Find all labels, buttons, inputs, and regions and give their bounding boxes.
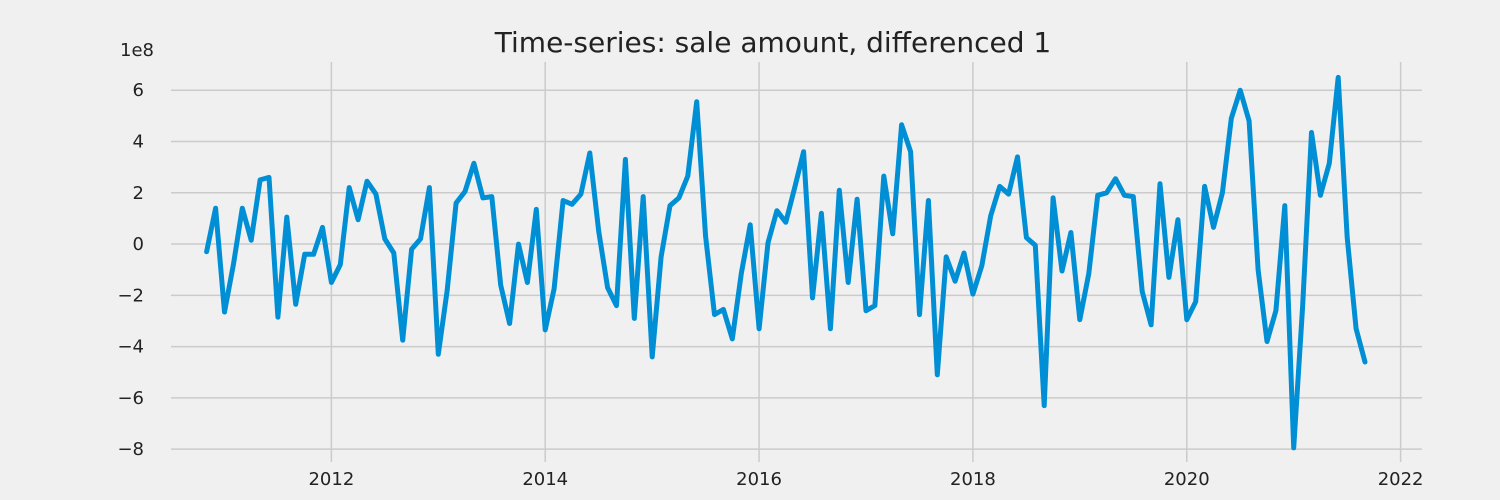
series-layer bbox=[204, 74, 1368, 451]
y-tick-label: 2 bbox=[133, 183, 144, 204]
x-tick-label: 2014 bbox=[522, 469, 568, 490]
chart-title: Time-series: sale amount, differenced 1 bbox=[494, 26, 1051, 59]
tick-labels: −8 −6 −4 −2 0 2 4 6 2012 2014 2016 2018 2020 2022 bbox=[117, 80, 1423, 490]
y-tick-label: −6 bbox=[117, 388, 144, 409]
y-scale-label: 1e8 bbox=[120, 40, 154, 61]
grid-layer bbox=[171, 62, 1422, 462]
x-tick-label: 2018 bbox=[950, 469, 996, 490]
y-tick-label: 4 bbox=[133, 131, 144, 152]
x-tick-label: 2012 bbox=[308, 469, 354, 490]
series-line bbox=[204, 74, 1368, 451]
x-tick-label: 2020 bbox=[1164, 469, 1210, 490]
y-tick-label: 0 bbox=[133, 234, 144, 255]
y-tick-label: 6 bbox=[133, 80, 144, 101]
x-tick-label: 2016 bbox=[736, 469, 782, 490]
x-tick-label: 2022 bbox=[1378, 469, 1424, 490]
y-tick-label: −8 bbox=[117, 439, 144, 460]
y-tick-label: −4 bbox=[117, 337, 144, 358]
y-tick-label: −2 bbox=[117, 285, 144, 306]
